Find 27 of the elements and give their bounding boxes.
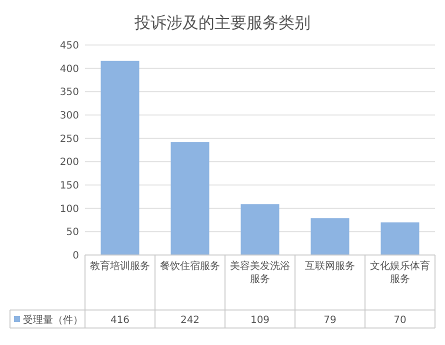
bar [100, 60, 140, 255]
data-label: 416 [110, 315, 130, 326]
data-label: 109 [250, 315, 270, 326]
bar [310, 218, 350, 255]
x-tick-label: 互联网服务 [305, 260, 355, 272]
bar [170, 142, 210, 255]
chart-title: 投诉涉及的主要服务类别 [134, 13, 310, 32]
x-tick-label: 美容美发洗浴服务 [230, 260, 290, 285]
y-tick-label: 250 [60, 134, 79, 145]
data-label: 242 [180, 315, 200, 326]
y-tick-label: 450 [60, 40, 79, 52]
y-tick-label: 100 [60, 204, 79, 215]
y-tick-label: 0 [72, 250, 79, 262]
x-tick-label: 文化娱乐体育服务 [370, 260, 430, 285]
y-tick-label: 200 [60, 157, 79, 168]
bar [240, 204, 280, 255]
y-tick-label: 50 [66, 227, 79, 238]
legend-label: 受理量（件） [23, 314, 83, 326]
data-label: 70 [394, 315, 406, 326]
x-tick-label: 教育培训服务 [90, 260, 150, 272]
x-tick-label: 餐饮住宿服务 [160, 260, 220, 272]
y-tick-label: 400 [60, 64, 79, 75]
data-label: 79 [324, 315, 336, 326]
bar [380, 222, 420, 255]
y-tick-label: 300 [60, 110, 79, 122]
y-tick-label: 350 [60, 87, 79, 98]
y-tick-label: 150 [60, 180, 79, 192]
